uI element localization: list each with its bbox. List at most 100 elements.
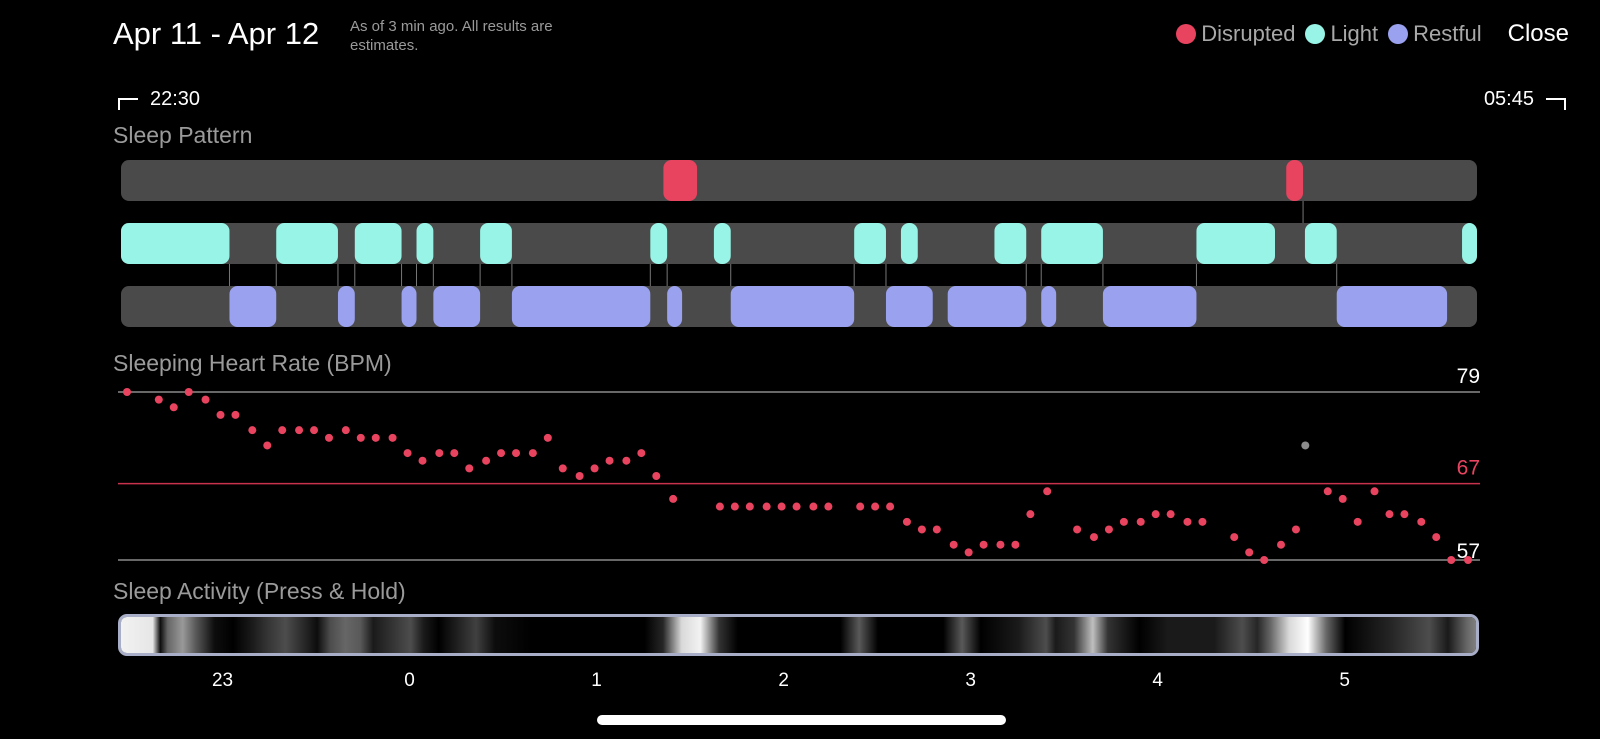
heart-rate-point [1291,525,1300,534]
heart-rate-point [1136,517,1145,526]
heart-rate-point [1073,525,1082,534]
heart-rate-point [871,502,880,511]
heart-rate-point [1089,533,1098,542]
legend-item-disrupted: Disrupted [1176,21,1295,47]
segment-restful[interactable] [401,286,417,327]
heart-rate-point [1370,487,1379,496]
heart-rate-point [777,502,786,511]
heart-rate-chart[interactable]: 79 67 57 [0,355,1600,575]
heart-rate-point [123,388,131,396]
segment-disrupted[interactable] [1286,160,1304,201]
heart-rate-point [184,388,193,396]
heart-rate-point [762,502,771,511]
segment-restful[interactable] [229,286,277,327]
hour-tick-label: 1 [591,670,602,691]
legend-item-restful: Restful [1388,21,1482,47]
segment-light[interactable] [121,223,230,264]
segment-light[interactable] [480,223,512,264]
heart-rate-point [1260,556,1269,564]
close-button[interactable]: Close [1507,20,1569,47]
hour-axis: 23 0 1 2 3 4 5 [0,670,1600,700]
heart-rate-point [1338,494,1347,503]
segment-restful[interactable] [337,286,355,327]
segment-light[interactable] [1041,223,1103,264]
heart-rate-point [295,426,304,435]
heart-rate-point [231,410,240,419]
heart-rate-point [558,464,567,473]
heart-rate-point [1043,487,1052,496]
segment-restful[interactable] [1102,286,1197,327]
heart-rate-point [1432,533,1441,542]
heart-rate-point [715,502,724,511]
segment-restful[interactable] [511,286,651,327]
heart-rate-point [949,540,958,549]
heart-rate-point [403,449,412,458]
heart-rate-point [465,464,474,473]
heart-rate-point [590,464,599,473]
heart-rate-point [886,502,895,511]
heart-rate-point [263,441,272,450]
hour-tick-label: 3 [965,670,976,691]
heart-rate-points [123,388,1473,564]
sleep-pattern-heading: Sleep Pattern [113,122,253,148]
hour-tick-label: 2 [778,670,789,691]
segment-light[interactable] [854,223,886,264]
heart-rate-point [497,449,506,458]
segment-restful[interactable] [947,286,1027,327]
heart-rate-point [1104,525,1113,534]
heart-rate-point [669,494,678,503]
heart-rate-point [324,433,333,442]
heart-rate-point [1323,487,1332,496]
segment-restful[interactable] [433,286,481,327]
heart-rate-point [745,502,754,511]
segment-light[interactable] [1462,223,1477,264]
segment-light[interactable] [276,223,338,264]
heart-rate-point [1464,556,1473,564]
segment-light[interactable] [900,223,918,264]
heart-rate-point [528,449,537,458]
track-disrupted [121,160,1477,201]
end-bracket-icon [1546,97,1566,110]
restful-swatch-icon [1388,24,1409,44]
heart-rate-point [1011,540,1020,549]
sleep-activity-heading: Sleep Activity (Press & Hold) [113,578,406,604]
heart-rate-point [512,449,521,458]
heart-rate-point [482,456,491,465]
segment-restful[interactable] [730,286,855,327]
segment-restful[interactable] [1041,286,1057,327]
sleep-activity-bar[interactable] [118,614,1479,656]
segment-light[interactable] [354,223,402,264]
end-time: 05:45 [1484,88,1566,111]
heart-rate-point [248,426,257,435]
segment-restful[interactable] [885,286,933,327]
heart-rate-point [356,433,365,442]
heart-rate-point [1277,540,1286,549]
light-swatch-icon [1305,24,1326,44]
legend-label-restful: Restful [1413,21,1482,46]
home-indicator[interactable] [597,715,1006,725]
activity-intensity-strip[interactable] [121,617,1476,653]
heart-rate-point [730,502,739,511]
segment-light[interactable] [994,223,1027,264]
segment-restful[interactable] [667,286,683,327]
start-bracket-icon [118,97,138,110]
sleep-pattern-chart[interactable] [0,150,1600,335]
heart-rate-point [964,548,973,557]
heart-rate-point [932,525,941,534]
heart-rate-point [1151,510,1160,519]
segment-light[interactable] [650,223,668,264]
segment-light[interactable] [713,223,731,264]
min-bpm-label: 57 [1457,540,1480,563]
heart-rate-point [278,426,287,435]
segment-light[interactable] [416,223,434,264]
segment-light[interactable] [1196,223,1276,264]
heart-rate-point [824,502,833,511]
segment-restful[interactable] [1336,286,1448,327]
heart-rate-point [1400,510,1409,519]
segment-disrupted[interactable] [663,160,698,201]
segment-light[interactable] [1304,223,1337,264]
start-time-value: 22:30 [150,88,201,110]
estimate-note: As of 3 min ago. All results are estimat… [350,18,553,54]
start-time: 22:30 [118,88,200,111]
heart-rate-point [201,395,210,404]
